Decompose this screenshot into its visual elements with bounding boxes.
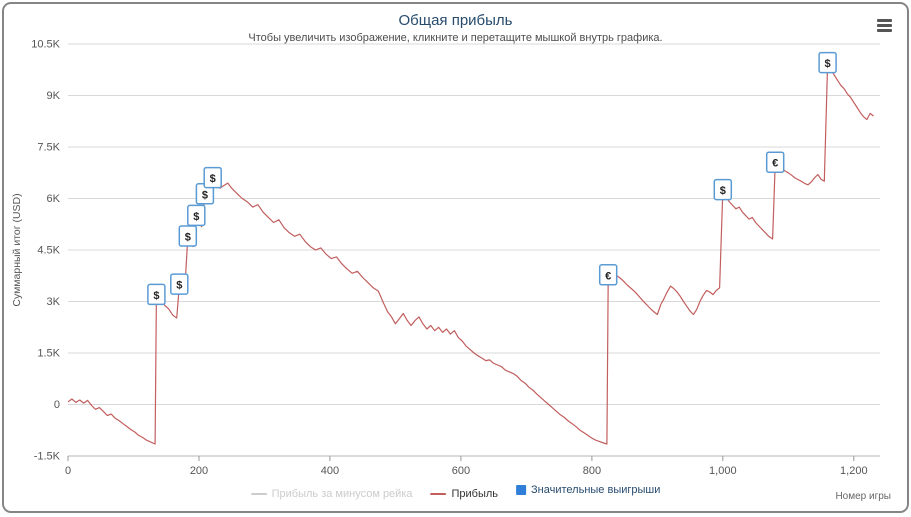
legend-item-label: Прибыль (451, 488, 499, 500)
legend-line-icon (430, 493, 447, 495)
significant-win-markers: $$$$$$€$€$ (147, 51, 837, 306)
chart-canvas[interactable]: -1.5K 0 1.5K 3K 4.5K 6K 7.5K 9K 10.5K 0 200 400 600 8… (4, 4, 907, 511)
svg-text:-1.5K: -1.5K (34, 451, 61, 463)
svg-text:$: $ (720, 185, 726, 197)
x-axis-labels: 0 200 400 600 800 1,000 1,200 (65, 465, 868, 477)
legend-item[interactable]: Значительные выигрыши (516, 484, 660, 496)
svg-text:6K: 6K (47, 193, 61, 205)
x-axis-ticks (67, 456, 855, 461)
y-axis-labels: -1.5K 0 1.5K 3K 4.5K 6K 7.5K 9K 10.5K (31, 39, 60, 463)
win-marker[interactable]: € (765, 151, 785, 173)
svg-text:600: 600 (452, 465, 470, 477)
hamburger-icon (877, 29, 892, 32)
svg-text:$: $ (153, 290, 159, 302)
svg-text:$: $ (193, 211, 199, 223)
svg-text:800: 800 (583, 465, 601, 477)
svg-text:€: € (605, 270, 611, 282)
svg-text:400: 400 (321, 465, 339, 477)
chart-title: Общая прибыль (398, 12, 513, 29)
legend-line-icon (250, 493, 267, 495)
svg-text:4.5K: 4.5K (37, 245, 60, 257)
svg-text:1.5K: 1.5K (37, 348, 60, 360)
plot-area[interactable] (68, 44, 880, 456)
win-marker[interactable]: $ (713, 178, 733, 201)
win-marker[interactable]: $ (170, 273, 189, 295)
svg-text:$: $ (176, 280, 182, 292)
legend-item[interactable]: Прибыль за минусом рейка (250, 488, 413, 500)
legend-item-label: Прибыль за минусом рейка (271, 488, 413, 500)
svg-text:7.5K: 7.5K (37, 142, 60, 154)
svg-text:9K: 9K (47, 90, 61, 102)
chart-context-menu-button[interactable] (874, 14, 895, 37)
svg-text:10.5K: 10.5K (31, 39, 60, 51)
win-marker[interactable]: $ (178, 225, 198, 247)
svg-text:200: 200 (190, 465, 208, 477)
legend-item-label: Значительные выигрыши (531, 484, 661, 496)
hamburger-icon (877, 19, 892, 22)
legend: Прибыль за минусом рейка Прибыль Значитель… (242, 484, 670, 500)
svg-text:1,200: 1,200 (840, 465, 868, 477)
chart-subtitle: Чтобы увеличить изображение, кликните и … (248, 32, 663, 44)
win-marker[interactable]: $ (147, 283, 166, 306)
svg-text:1,000: 1,000 (709, 465, 737, 477)
svg-text:$: $ (185, 232, 191, 244)
win-marker[interactable]: € (598, 264, 618, 286)
y-axis-title: Суммарный итог (USD) (11, 193, 23, 307)
svg-text:$: $ (202, 189, 208, 201)
svg-text:$: $ (825, 58, 831, 70)
svg-text:0: 0 (65, 465, 71, 477)
hamburger-icon (877, 24, 892, 27)
svg-text:$: $ (210, 173, 216, 185)
win-marker[interactable]: $ (818, 51, 837, 74)
svg-text:3K: 3K (47, 296, 61, 308)
x-axis-title: Номер игры (835, 491, 891, 502)
svg-text:0: 0 (54, 399, 60, 411)
svg-text:€: € (772, 158, 778, 170)
legend-square-icon (516, 485, 527, 495)
win-marker[interactable]: $ (203, 166, 222, 189)
win-marker[interactable]: $ (187, 204, 206, 227)
legend-item[interactable]: Прибыль (430, 488, 499, 500)
